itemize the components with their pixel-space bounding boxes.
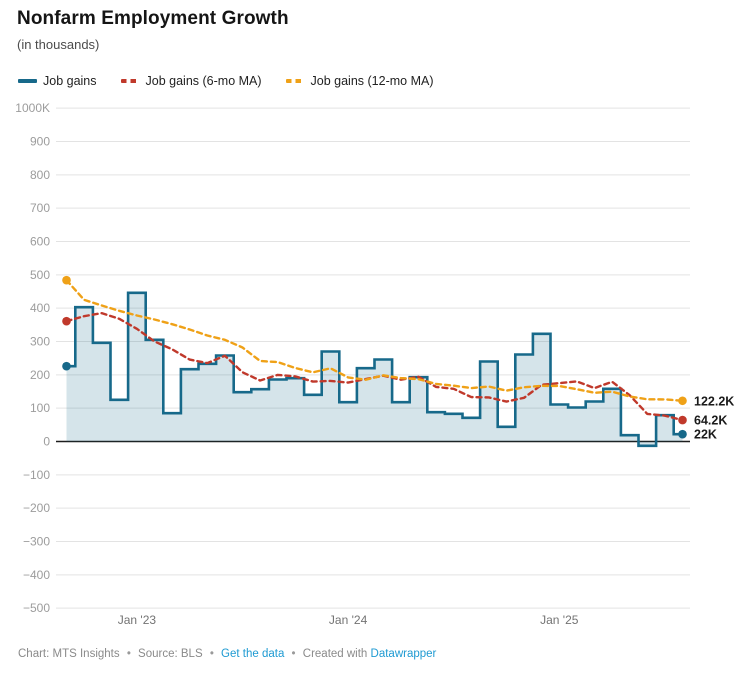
series-end-dot bbox=[678, 415, 687, 425]
series-start-dot bbox=[62, 275, 71, 285]
ma12-line bbox=[65, 278, 684, 402]
chart-header: Nonfarm Employment Growth (in thousands) bbox=[17, 8, 289, 52]
y-axis-label: 800 bbox=[30, 168, 50, 182]
separator: • bbox=[206, 648, 218, 660]
separator: • bbox=[123, 648, 135, 660]
y-axis-label: −100 bbox=[23, 468, 50, 482]
y-axis-label: 100 bbox=[30, 401, 50, 415]
series-end-value-label: 22K bbox=[694, 428, 717, 442]
y-axis-label: 0 bbox=[43, 435, 50, 449]
y-axis-label: 700 bbox=[30, 201, 50, 215]
x-axis-label: Jan '25 bbox=[540, 613, 579, 627]
chart-subtitle: (in thousands) bbox=[17, 37, 100, 52]
chart-credit: Chart: MTS Insights bbox=[18, 648, 120, 660]
job-gains-step-line bbox=[66, 291, 683, 448]
chart-legend: Job gains Job gains (6-mo MA) Job gains … bbox=[18, 74, 434, 88]
x-axis-label: Jan '23 bbox=[118, 613, 157, 627]
x-axis-label: Jan '24 bbox=[329, 613, 368, 627]
y-axis-label: 500 bbox=[30, 268, 50, 282]
y-axis-label: 300 bbox=[30, 335, 50, 349]
y-axis-label: −200 bbox=[23, 501, 50, 515]
y-axis-label: 1000K bbox=[15, 101, 50, 115]
legend-item-job-gains[interactable]: Job gains bbox=[18, 74, 97, 88]
dashed-line-swatch-icon bbox=[285, 79, 305, 83]
dashed-line-swatch-icon bbox=[120, 79, 140, 83]
legend-label: Job gains bbox=[43, 74, 97, 88]
y-axis-label: −300 bbox=[23, 534, 50, 548]
legend-label: Job gains (12-mo MA) bbox=[310, 74, 434, 88]
legend-item-job-gains-6mo-ma[interactable]: Job gains (6-mo MA) bbox=[120, 74, 262, 88]
separator: • bbox=[288, 648, 299, 660]
legend-label: Job gains (6-mo MA) bbox=[145, 74, 262, 88]
source-credit: Source: BLS bbox=[138, 648, 203, 660]
y-axis-label: −500 bbox=[23, 601, 50, 615]
get-the-data-link[interactable]: Get the data bbox=[221, 648, 285, 660]
series-end-dot bbox=[678, 429, 687, 439]
y-axis-label: 900 bbox=[30, 135, 50, 149]
series-start-dot bbox=[62, 361, 71, 371]
datawrapper-link[interactable]: Datawrapper bbox=[370, 648, 437, 660]
created-with-text: Created with bbox=[302, 648, 368, 660]
series-start-dot bbox=[62, 316, 71, 326]
y-axis-label: −400 bbox=[23, 568, 50, 582]
chart-title: Nonfarm Employment Growth bbox=[17, 8, 289, 29]
series-end-value-label: 64.2K bbox=[694, 414, 727, 428]
y-axis-label: 600 bbox=[30, 235, 50, 249]
y-axis-label: 400 bbox=[30, 301, 50, 315]
series-end-value-label: 122.2K bbox=[694, 394, 734, 408]
legend-item-job-gains-12mo-ma[interactable]: Job gains (12-mo MA) bbox=[285, 74, 434, 88]
y-axis-label: 200 bbox=[30, 368, 50, 382]
chart-footer: Chart: MTS Insights • Source: BLS • Get … bbox=[18, 648, 436, 660]
series-end-dot bbox=[678, 396, 687, 406]
job-gains-line-swatch-icon bbox=[18, 79, 37, 83]
